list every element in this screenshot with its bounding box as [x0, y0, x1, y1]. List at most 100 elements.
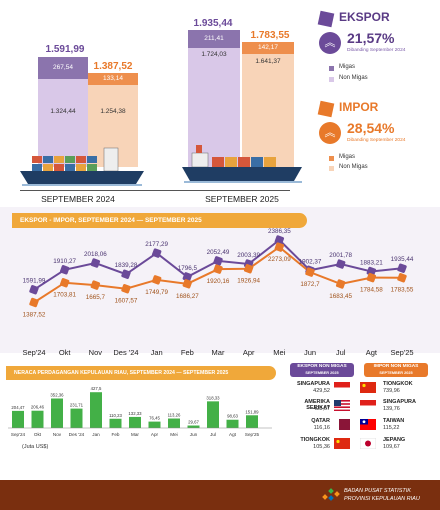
- impor-data-label: 1783,55: [391, 287, 414, 294]
- ekspor-migas-bar-2025: [188, 30, 240, 48]
- balance-data-label: 76,45: [149, 416, 160, 421]
- trend-month-label: Mar: [211, 348, 225, 357]
- trend-month-label: Apr: [242, 348, 255, 357]
- balance-month-label: Jul: [210, 432, 216, 437]
- trend-line-chart: 1591,99 1910,27 2018,06 1839,28 2177,29 1796,…: [23, 228, 414, 319]
- impor-total-2024: 1.387,52: [93, 61, 133, 72]
- balance-data-label: 427,5: [91, 386, 102, 391]
- balance-bar: [246, 415, 258, 428]
- ekspor-nonmigas-2024: 1.324,44: [50, 108, 76, 115]
- trend-month-label: Sep'25: [390, 348, 414, 357]
- balance-bar: [207, 401, 219, 428]
- impor-migas-2025: 142,17: [258, 44, 278, 51]
- trend-month-label: Jun: [303, 348, 317, 357]
- ekspor-growth-note: Dibanding September 2024: [347, 48, 406, 53]
- ekspor-partner-header: EKSPOR NON MIGAS SEPTEMBER 2025: [290, 363, 354, 377]
- ekspor-title: EKSPOR: [339, 10, 390, 24]
- balance-bar: [12, 410, 24, 428]
- ekspor-data-label: 2386,35: [268, 228, 291, 235]
- trend-section-background: [0, 207, 440, 353]
- impor-point: [213, 264, 223, 274]
- impor-partner-3-name: TAIWAN: [383, 418, 405, 424]
- singapore-flag-icon: [334, 382, 350, 393]
- ekspor-point: [397, 263, 407, 273]
- ekspor-up-arrow-icon: ︽: [319, 32, 341, 54]
- impor-point: [397, 273, 407, 283]
- ekspor-partner-1-value: 429,52: [313, 388, 330, 394]
- impor-total-2025: 1.783,55: [250, 30, 290, 41]
- impor-partner-header: IMPOR NON MIGAS SEPTEMBER 2025: [364, 363, 428, 377]
- impor-point: [59, 278, 70, 288]
- ekspor-point: [182, 272, 193, 282]
- ekspor-data-label: 1591,99: [23, 278, 46, 285]
- ekspor-data-label: 1796,5: [178, 265, 198, 272]
- balance-month-label: Okt: [34, 432, 42, 437]
- balance-bar: [168, 418, 180, 428]
- trend-month-label: Okt: [58, 348, 71, 357]
- ekspor-legend-migas-swatch: [329, 66, 334, 71]
- impor-data-label: 1686,27: [176, 293, 199, 300]
- bps-logo-icon: [322, 488, 340, 501]
- impor-partner-3-value: 115,22: [383, 425, 400, 431]
- ekspor-point: [121, 269, 131, 279]
- ekspor-data-label: 2001,78: [329, 252, 352, 259]
- impor-legend-nonmigas: Non Migas: [339, 164, 368, 170]
- ekspor-point: [90, 258, 101, 268]
- ekspor-partner-4-value: 105,36: [313, 444, 330, 450]
- impor-nonmigas-2025: 1.641,37: [255, 58, 281, 65]
- balance-data-label: 231,71: [70, 403, 84, 408]
- balance-month-label: Jan: [92, 432, 100, 437]
- period-label-2025: SEPTEMBER 2025: [205, 194, 279, 204]
- impor-nonmigas-2024: 1.254,38: [100, 108, 126, 115]
- impor-data-label: 1784,58: [360, 287, 383, 294]
- ekspor-point: [59, 265, 70, 275]
- ekspor-data-label: 1902,37: [299, 258, 322, 265]
- impor-data-label: 1607,57: [115, 298, 138, 305]
- footer-province: PROVINSI KEPULAUAN RIAU: [344, 496, 420, 502]
- trend-month-label: Sep'24: [22, 348, 46, 357]
- balance-bar: [109, 418, 122, 428]
- impor-migas-bar-2025: [242, 42, 294, 54]
- balance-data-label: 113,26: [168, 413, 181, 418]
- ekspor-legend-nonmigas: Non Migas: [339, 75, 368, 81]
- ekspor-nonmigas-bar-2024: [38, 79, 88, 167]
- balance-unit: (Juta US$): [22, 444, 49, 450]
- trend-month-label: Jul: [335, 348, 346, 357]
- ekspor-partner-4-name: TIONGKOK: [300, 437, 330, 443]
- balance-bar: [90, 392, 102, 428]
- balance-data-label: 29,67: [188, 420, 199, 425]
- ekspor-nonmigas-2025: 1.724,03: [201, 51, 227, 58]
- impor-data-label: 1749,79: [145, 289, 168, 296]
- balance-month-label: Apr: [151, 432, 159, 437]
- balance-data-label: 204,47: [11, 405, 25, 410]
- axis-line: [20, 190, 290, 191]
- balance-bar: [187, 425, 200, 428]
- ekspor-legend-migas: Migas: [339, 64, 356, 70]
- balance-bar: [51, 398, 63, 428]
- ekspor-data-label: 1839,28: [115, 262, 138, 269]
- impor-legend-migas-swatch: [329, 156, 334, 161]
- ekspor-partner-3-value: 116,16: [313, 425, 330, 431]
- trend-month-label: Nov: [88, 348, 102, 357]
- ekspor-panel: EKSPOR ︽ 21,57% Dibanding September 2024…: [315, 10, 435, 100]
- usa-flag-icon: [334, 400, 350, 411]
- impor-migas-bar-2024: [88, 73, 138, 85]
- impor-growth-pct: 28,54%: [347, 120, 395, 136]
- balance-bar: [70, 408, 83, 428]
- impor-partner-2-value: 139,76: [383, 406, 400, 412]
- balance-data-label: 352,36: [50, 393, 64, 398]
- balance-data-label: 110,23: [109, 413, 122, 418]
- ekspor-data-label: 2052,49: [207, 249, 230, 256]
- impor-point: [243, 264, 254, 274]
- ekspor-migas-2025: 211,41: [204, 35, 224, 42]
- trend-month-label: Jan: [150, 348, 163, 357]
- balance-month-label: Feb: [112, 432, 120, 437]
- ekspor-point: [274, 235, 285, 245]
- cargo-ship-2025-illustration: [182, 145, 302, 183]
- impor-point: [335, 279, 346, 289]
- impor-partner-1-name: TIONGKOK: [383, 381, 413, 387]
- balance-data-label: 318,33: [206, 395, 220, 400]
- impor-data-label: 1920,16: [207, 278, 230, 285]
- period-label-2024: SEPTEMBER 2024: [41, 194, 115, 204]
- impor-point: [121, 284, 131, 294]
